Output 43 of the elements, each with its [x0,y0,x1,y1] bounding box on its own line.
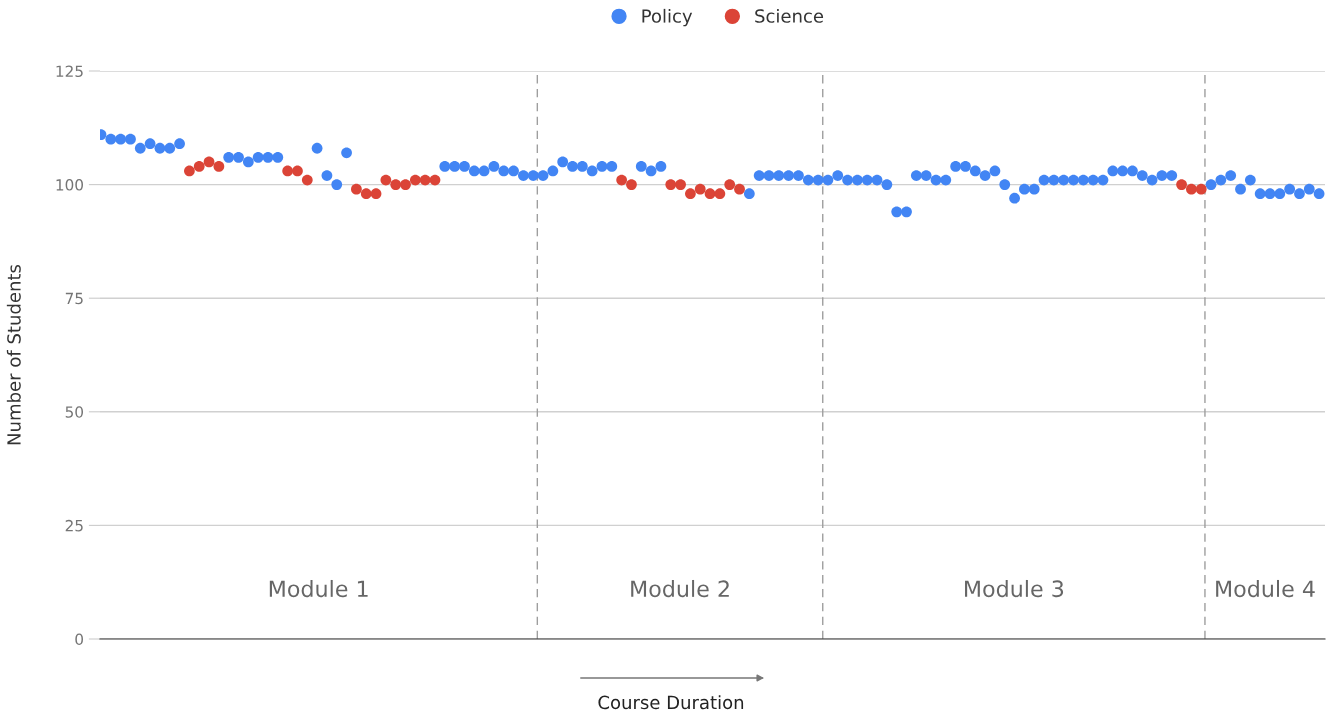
point [1195,183,1207,195]
point [184,165,195,177]
annotation: Module 1 [269,579,368,598]
point [360,188,372,200]
y-tick-label: 75 [65,292,83,305]
point [419,174,431,186]
annotation: Module 3 [965,579,1064,598]
point [616,174,628,186]
point [665,179,677,190]
annotation: Module 4 [1216,579,1315,598]
y-axis-title: Number of Students [6,264,21,445]
y-tick-label: 25 [65,519,83,532]
point [1176,179,1187,190]
point [370,188,382,200]
point [409,174,421,186]
legend-label: Science [755,8,824,23]
point [675,179,686,190]
point [685,188,696,200]
point [429,174,441,186]
y-tick-label: 100 [56,179,84,191]
y-tick-label: 125 [56,65,83,78]
point [626,179,637,190]
point [704,188,716,200]
point [380,174,392,186]
point [203,156,215,168]
point [734,183,745,195]
point [351,183,362,195]
point [282,165,294,177]
point [390,179,402,190]
point [301,174,313,186]
point [400,179,411,190]
y-tick-label: 0 [75,633,84,646]
y-tick-label: 50 [65,406,84,418]
x-axis-title: Course Duration [598,695,744,710]
point [724,179,736,190]
annotation: Module 2 [631,579,729,598]
point [193,161,205,172]
point [292,165,303,177]
legend-label: Policy [642,8,693,27]
point [213,161,225,172]
point [714,188,726,200]
point [694,183,706,195]
point [1186,183,1197,195]
